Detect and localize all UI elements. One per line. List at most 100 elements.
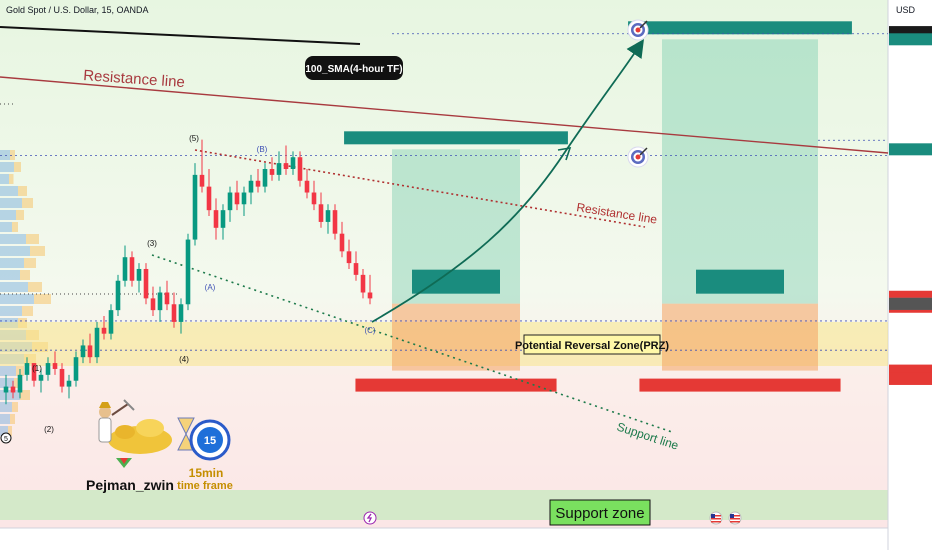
candle <box>276 163 282 175</box>
candle <box>101 327 107 334</box>
price-tag <box>889 33 932 46</box>
position-target-tag <box>344 131 568 145</box>
position-open-tag <box>412 269 500 294</box>
volume-bar <box>0 366 16 376</box>
volume-bar <box>0 306 22 316</box>
volume-bar <box>0 150 10 160</box>
candle <box>17 374 23 393</box>
timeframe-number: 15 <box>204 435 216 447</box>
wave-label-c: (C) <box>364 326 375 335</box>
volume-bar <box>20 270 30 280</box>
candle <box>129 257 135 281</box>
volume-bar <box>14 378 21 388</box>
candle <box>87 345 93 358</box>
support-zone-text: Support zone <box>555 505 644 522</box>
candle <box>143 268 149 299</box>
volume-bar <box>0 390 20 400</box>
axis-background <box>888 0 932 550</box>
volume-bar <box>34 294 51 304</box>
volume-bar <box>22 198 33 208</box>
volume-bar <box>12 222 18 232</box>
candle <box>45 363 51 375</box>
candle <box>157 292 163 311</box>
candle <box>115 280 121 311</box>
price-tags <box>889 26 932 385</box>
volume-bar <box>20 390 30 400</box>
candle <box>73 357 79 381</box>
candle <box>38 374 44 381</box>
candle <box>339 233 345 252</box>
candle <box>290 157 296 169</box>
candle <box>66 380 72 387</box>
volume-bar <box>12 402 18 412</box>
support-zone-band <box>0 490 888 520</box>
volume-bar <box>10 414 15 424</box>
volume-bar <box>0 210 16 220</box>
volume-bar <box>0 270 20 280</box>
wave-label-4: (4) <box>179 355 189 364</box>
position-loss-zone <box>392 303 520 371</box>
candle <box>241 192 247 205</box>
currency-label: USD <box>896 5 916 15</box>
volume-bar <box>0 222 12 232</box>
price-tag <box>889 297 932 310</box>
prz-label: Potential Reversal Zone(PRZ) <box>515 334 669 355</box>
wave-label-5: (5) <box>189 134 199 143</box>
fib-lines <box>0 33 888 351</box>
chart-title: Gold Spot / U.S. Dollar, 15, OANDA <box>6 5 149 15</box>
volume-bar <box>28 282 42 292</box>
support-zone-label: Support zone <box>549 499 651 526</box>
candle <box>199 174 205 187</box>
brand-logo: Pejman_zwin <box>86 399 174 493</box>
candle <box>171 304 177 322</box>
candle <box>360 274 366 293</box>
target-icon <box>627 19 649 41</box>
candle <box>227 192 233 211</box>
candle <box>318 204 324 222</box>
candle <box>164 292 170 305</box>
volume-bar <box>0 246 30 256</box>
position-target-tag <box>628 21 852 35</box>
brand-name: Pejman_zwin <box>86 477 174 493</box>
volume-bar <box>0 186 18 196</box>
us-flag-icon <box>728 511 742 525</box>
time-axis-background <box>0 528 888 550</box>
volume-bar <box>14 162 21 172</box>
volume-bar <box>9 174 14 184</box>
us-flag-icon <box>709 511 723 525</box>
projection-arrow <box>371 39 644 323</box>
price-tag <box>889 143 932 156</box>
candle <box>24 363 30 375</box>
candle <box>192 174 198 240</box>
candle <box>311 192 317 205</box>
candle <box>10 386 16 393</box>
candle <box>367 292 373 299</box>
volume-bar <box>0 426 8 436</box>
wave-label-3: (3) <box>147 239 157 248</box>
candle <box>3 386 9 393</box>
candle <box>297 157 303 181</box>
sma-label: 100_SMA(4-hour TF) <box>305 56 403 80</box>
candle <box>304 180 310 193</box>
candle <box>94 327 100 358</box>
candle <box>332 210 338 234</box>
positions <box>344 21 852 392</box>
sma-line <box>0 26 361 45</box>
candle <box>178 304 184 322</box>
resistance-main-line <box>0 76 889 154</box>
volume-bar <box>18 186 27 196</box>
candle <box>59 368 65 387</box>
wave-label-start: 5 <box>0 432 12 444</box>
candle <box>52 363 58 369</box>
volume-bar <box>0 282 28 292</box>
candle <box>122 257 128 281</box>
volume-bar <box>0 198 22 208</box>
candle <box>80 345 86 358</box>
candle <box>220 210 226 228</box>
wave-label-2: (2) <box>44 425 54 434</box>
candle <box>150 298 156 311</box>
volume-bar <box>24 258 36 268</box>
volume-bar <box>0 162 14 172</box>
candle <box>325 210 331 222</box>
